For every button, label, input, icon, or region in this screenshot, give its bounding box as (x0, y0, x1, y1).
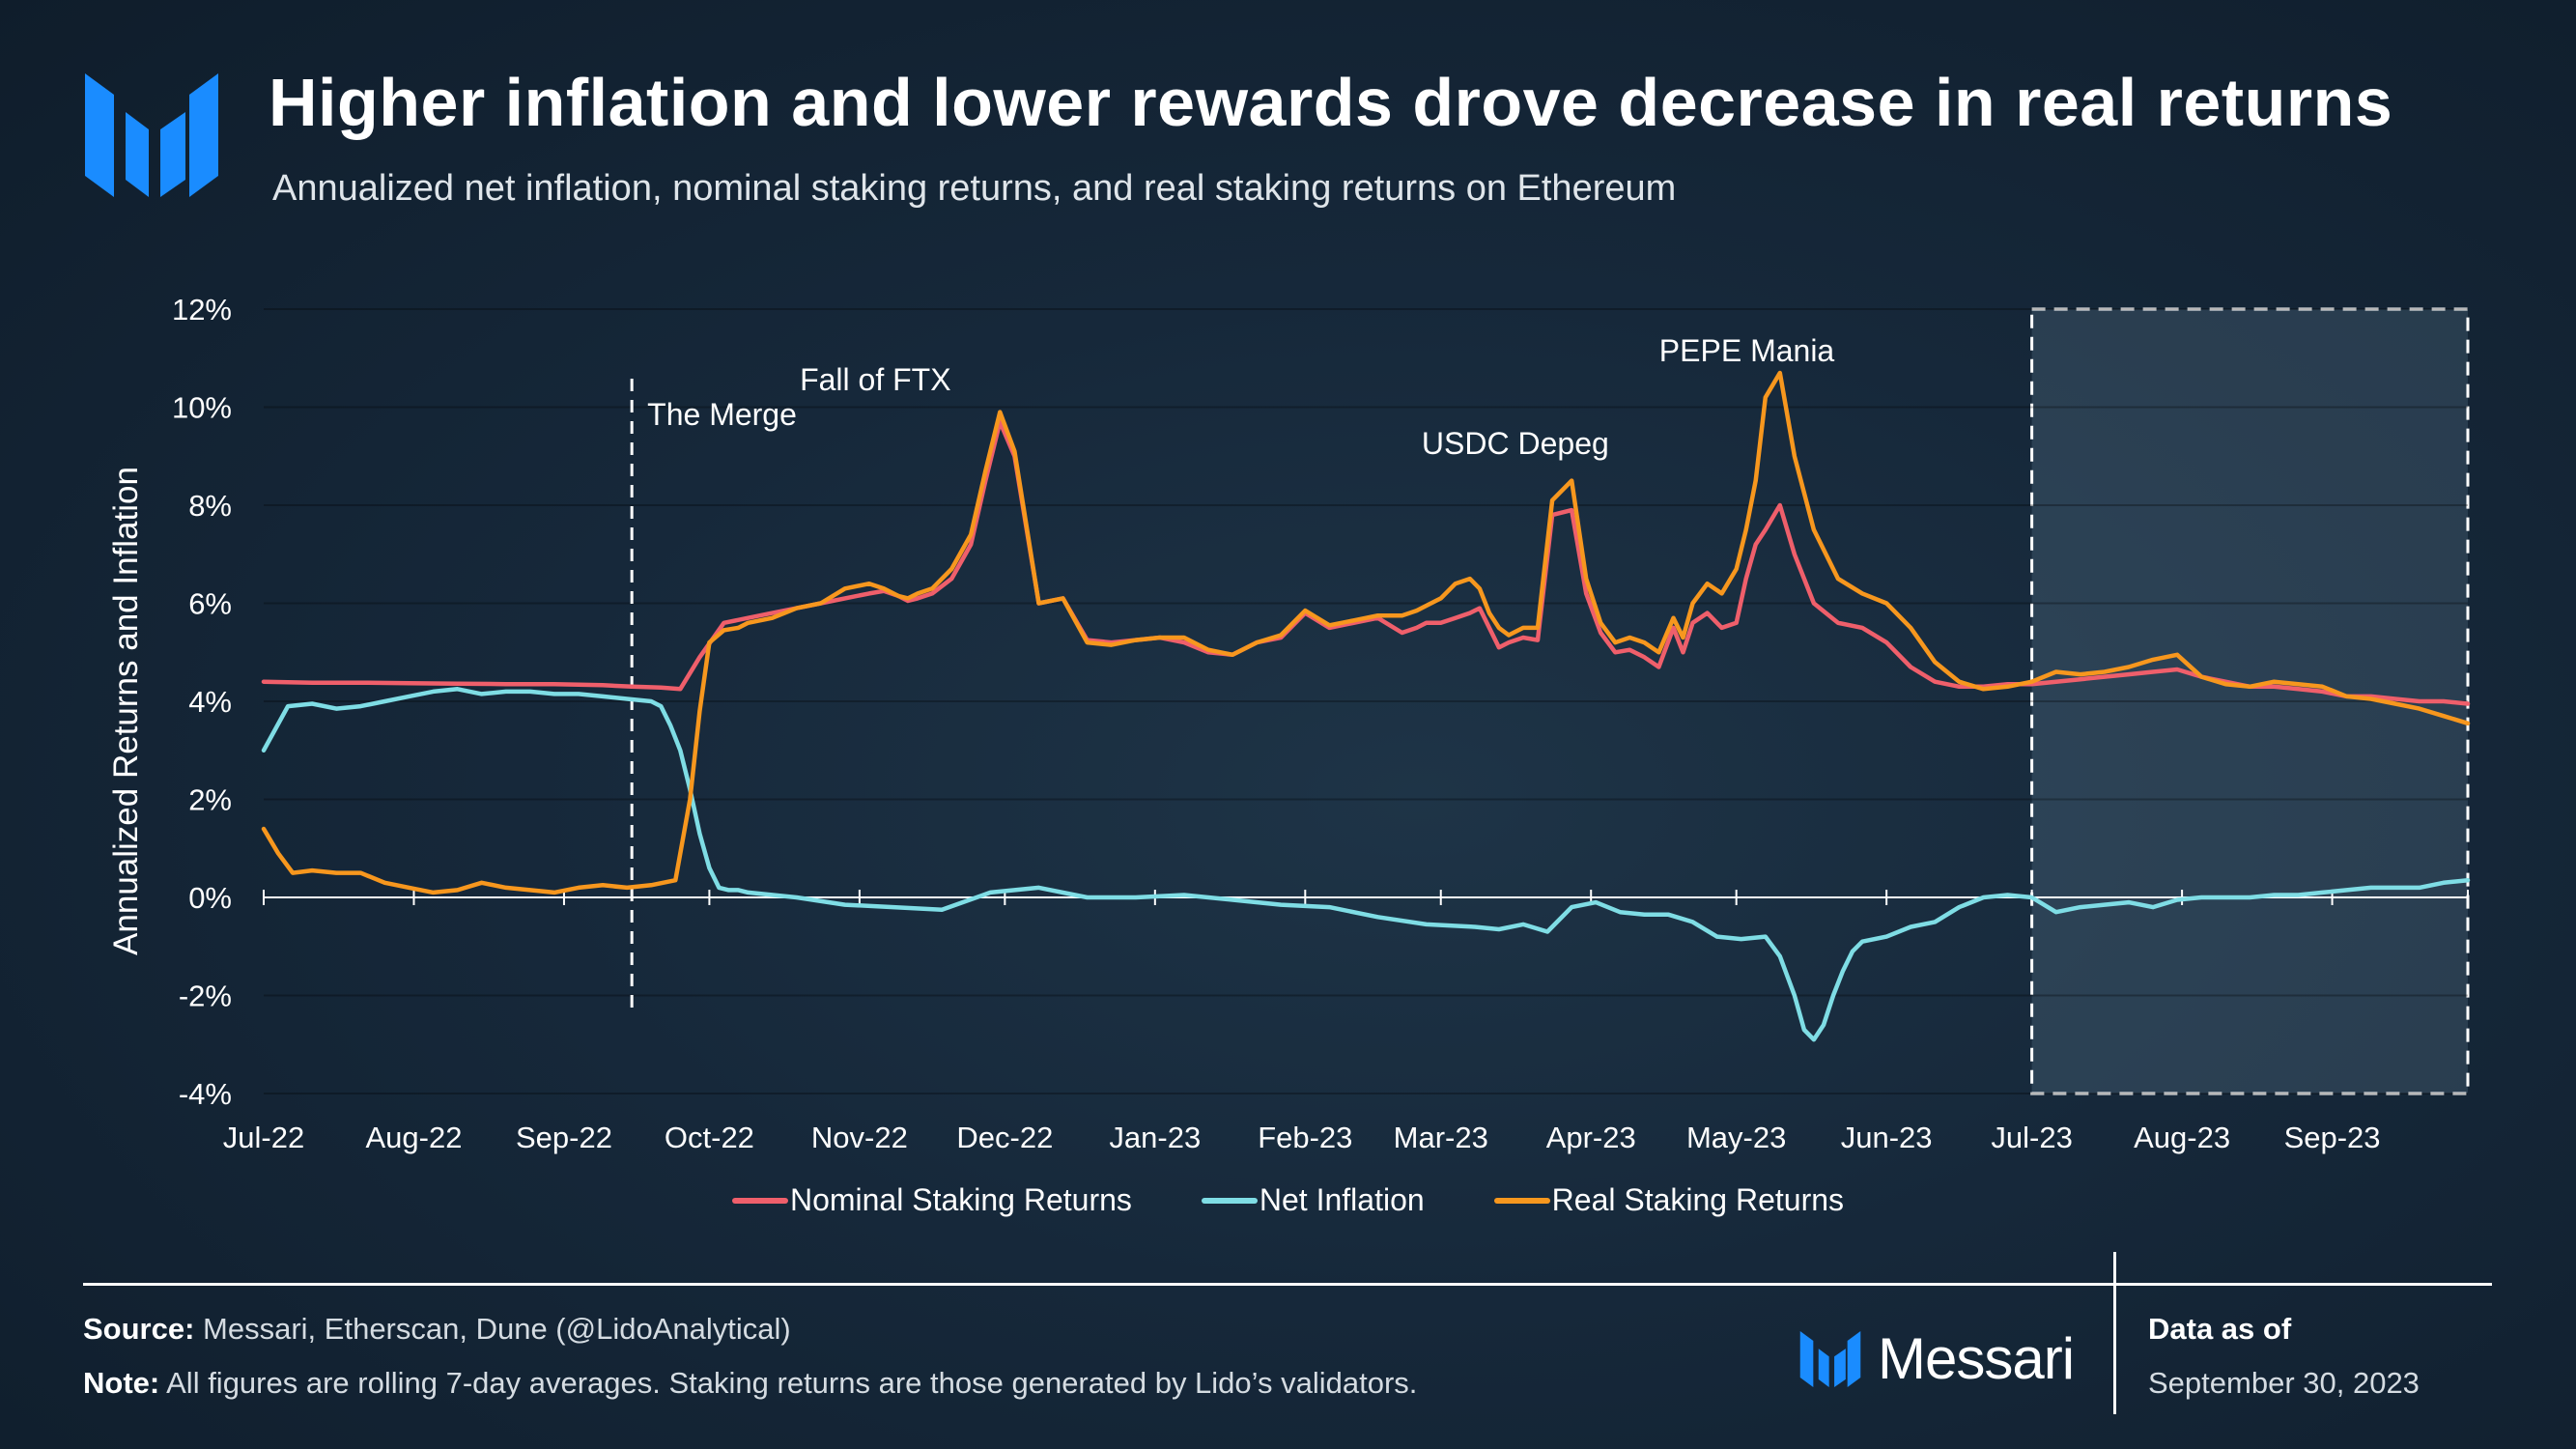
annotation-fall-of-ftx: Fall of FTX (800, 362, 950, 397)
messari-brand: Messari (1798, 1325, 2075, 1392)
footer-vertical-divider (2113, 1252, 2116, 1414)
x-tick-label: Jul-23 (1991, 1121, 2072, 1154)
source-value: Messari, Etherscan, Dune (@LidoAnalytica… (203, 1312, 791, 1346)
x-tick-label: Aug-23 (2134, 1121, 2230, 1154)
y-tick-label: 12% (172, 293, 232, 327)
y-axis-label: Annualized Returns and Inflation (107, 467, 145, 955)
legend-swatch-nominal (731, 1197, 788, 1204)
legend-swatch-real (1493, 1197, 1550, 1204)
series-line-net-inflation (261, 687, 2471, 1042)
x-tick-label: May-23 (1686, 1121, 1786, 1154)
annotation-usdc-depeg: USDC Depeg (1422, 426, 1609, 461)
footer-divider (83, 1283, 2492, 1286)
y-tick-label: 10% (172, 391, 232, 425)
note-label: Note: (83, 1366, 160, 1400)
chart-subtitle: Annualized net inflation, nominal stakin… (272, 168, 1677, 209)
messari-logo-icon (85, 73, 218, 197)
y-tick-label: 4% (188, 685, 232, 719)
x-tick-label: Feb-23 (1258, 1121, 1352, 1154)
source-label: Source: (83, 1312, 195, 1346)
note-text: Note: All figures are rolling 7-day aver… (83, 1366, 1417, 1401)
x-tick-label: Jul-22 (223, 1121, 304, 1154)
legend-label-inflation: Net Inflation (1259, 1182, 1425, 1217)
note-value: All figures are rolling 7-day averages. … (166, 1366, 1418, 1400)
messari-small-logo-icon (1799, 1330, 1861, 1387)
y-tick-label: 8% (188, 489, 232, 523)
x-tick-label: Jan-23 (1109, 1121, 1201, 1154)
series-line-real-staking-returns (261, 370, 2471, 895)
y-tick-label: 6% (188, 587, 232, 621)
data-as-of-label: Data as of (2148, 1312, 2292, 1346)
chart-title: Higher inflation and lower rewards drove… (269, 65, 2393, 140)
highlight-region (2030, 307, 2470, 1095)
annotation-pepe-mania: PEPE Mania (1659, 333, 1835, 368)
chart-legend: Nominal Staking Returns Net Inflation Re… (0, 1182, 2576, 1218)
legend-item-inflation: Net Inflation (1201, 1182, 1425, 1218)
x-tick-label: Sep-22 (516, 1121, 612, 1154)
legend-swatch-inflation (1201, 1197, 1258, 1204)
y-tick-label: -2% (179, 980, 232, 1013)
data-as-of-date: September 30, 2023 (2148, 1366, 2420, 1400)
x-tick-label: Apr-23 (1546, 1121, 1636, 1154)
x-tick-label: Mar-23 (1394, 1121, 1488, 1154)
annotation-the-merge: The Merge (647, 397, 797, 432)
x-tick-label: Aug-22 (365, 1121, 462, 1154)
legend-item-nominal: Nominal Staking Returns (731, 1182, 1132, 1218)
x-tick-label: Dec-22 (956, 1121, 1053, 1154)
x-tick-label: Oct-22 (665, 1121, 754, 1154)
legend-label-nominal: Nominal Staking Returns (789, 1182, 1132, 1217)
legend-label-real: Real Staking Returns (1551, 1182, 1845, 1217)
y-tick-label: -4% (179, 1077, 232, 1111)
x-tick-label: Sep-23 (2284, 1121, 2381, 1154)
y-tick-label: 0% (188, 881, 232, 915)
series-line-nominal-staking-returns (261, 419, 2471, 706)
legend-item-real: Real Staking Returns (1493, 1182, 1845, 1218)
brand-name: Messari (1878, 1326, 2075, 1391)
x-tick-label: Jun-23 (1841, 1121, 1933, 1154)
source-text: Source: Messari, Etherscan, Dune (@LidoA… (83, 1312, 791, 1347)
x-tick-label: Nov-22 (811, 1121, 908, 1154)
y-tick-label: 2% (188, 783, 232, 817)
